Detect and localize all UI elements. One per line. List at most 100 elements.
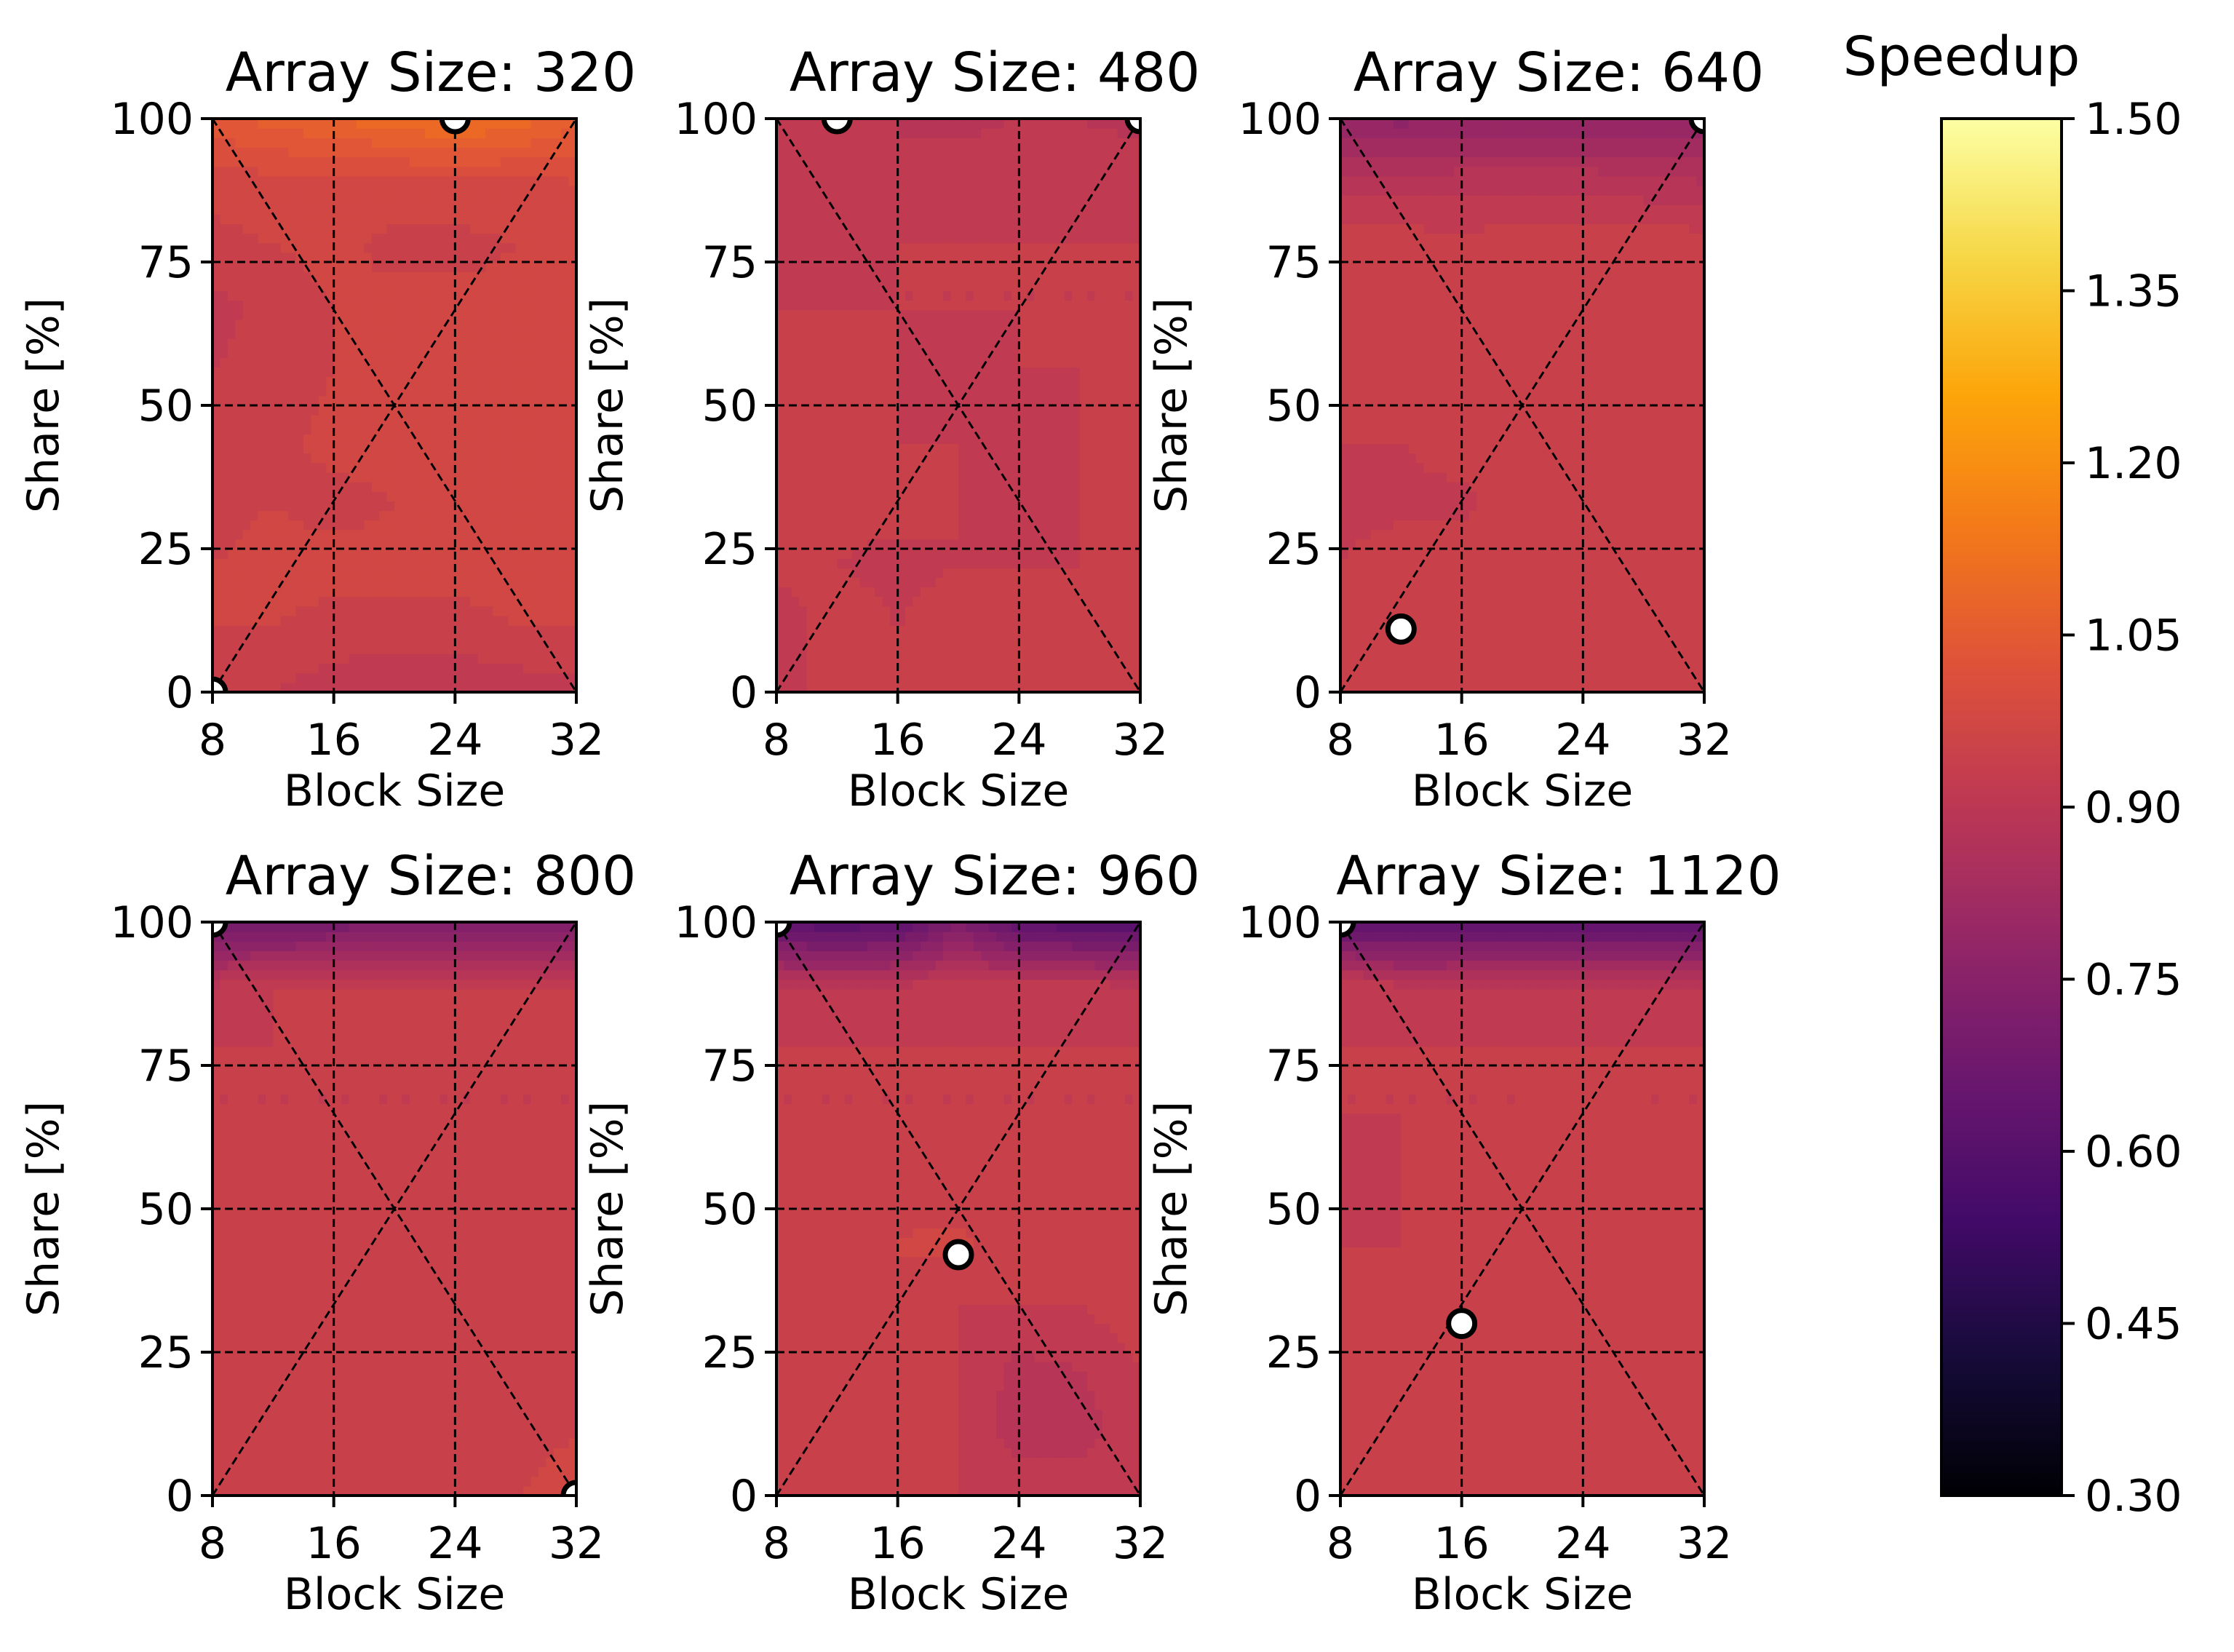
y-tick-label: 100 [1238, 94, 1321, 145]
colorbar-title: Speedup [1843, 25, 2080, 88]
diagonal-line [775, 921, 1142, 1496]
y-tick-label: 50 [138, 1184, 194, 1235]
colorbar-tick-label: 0.90 [2085, 782, 2182, 833]
y-tick-label: 25 [1266, 524, 1321, 575]
best-point-marker [212, 676, 228, 692]
grid-lines [1339, 118, 1706, 693]
y-tick-label: 50 [1266, 1184, 1321, 1235]
colorbar-gradient [1940, 117, 2063, 1497]
panel-title: Array Size: 320 [226, 41, 636, 104]
panel-title: Array Size: 480 [790, 41, 1200, 104]
x-tick-label: 8 [763, 715, 790, 766]
x-tick-label: 32 [1677, 715, 1732, 766]
x-tick-label: 24 [991, 715, 1046, 766]
y-tick-label: 50 [138, 381, 194, 432]
contour-field [776, 922, 1140, 1496]
colorbar-tick-label: 0.30 [2085, 1471, 2182, 1522]
y-tick-label: 0 [730, 667, 758, 718]
diagonal-line [1339, 921, 1706, 1496]
best-point-marker [1340, 922, 1356, 938]
y-tick-label: 100 [674, 897, 758, 948]
x-tick-label: 24 [1555, 1518, 1610, 1569]
x-tick-label: 16 [306, 1518, 361, 1569]
x-axis-label: Block Size [848, 766, 1070, 817]
contour-field [212, 119, 576, 692]
y-tick-label: 50 [1266, 381, 1321, 432]
x-tick-label: 16 [870, 715, 925, 766]
x-axis-label: Block Size [284, 1569, 506, 1620]
contour-panel: 8 16 24 32 0 25 50 75 100 Block Size Share [%] Arra… [1146, 41, 1764, 817]
x-tick-label: 8 [199, 1518, 226, 1569]
colorbar-tick-label: 1.05 [2085, 611, 2182, 662]
y-tick-label: 25 [1266, 1327, 1321, 1378]
x-axis-label: Block Size [1412, 766, 1634, 817]
y-tick-label: 75 [138, 1041, 194, 1092]
panel-title: Array Size: 800 [226, 845, 636, 908]
y-tick-label: 25 [138, 524, 194, 575]
x-axis-label: Block Size [1412, 1569, 1634, 1620]
y-tick-label: 0 [1294, 1471, 1321, 1522]
grid-lines [211, 921, 578, 1496]
best-point-marker [821, 119, 853, 135]
colorbar-tick-label: 0.60 [2085, 1127, 2182, 1178]
x-axis-label: Block Size [848, 1569, 1070, 1620]
contour-panel: 8 16 24 32 0 25 50 75 100 Block Size Share [%] Arra… [582, 41, 1200, 817]
x-tick-label: 16 [1434, 715, 1489, 766]
contour-field [1340, 119, 1704, 692]
x-tick-label: 16 [1434, 1518, 1489, 1569]
x-tick-label: 24 [427, 715, 482, 766]
grid-lines [775, 118, 1142, 693]
contour-panel: 8 16 24 32 0 25 50 75 100 Block Size Share [%] Arra… [1146, 845, 1781, 1620]
y-tick-label: 75 [138, 237, 194, 288]
best-point-marker [439, 119, 471, 135]
y-tick-label: 50 [702, 381, 758, 432]
best-point-marker [942, 1239, 974, 1271]
y-tick-label: 100 [1238, 897, 1321, 948]
best-point-marker [1688, 119, 1704, 135]
x-tick-label: 24 [1555, 715, 1610, 766]
colorbar-tick-label: 0.45 [2085, 1299, 2182, 1350]
best-point-marker [1446, 1308, 1478, 1340]
y-tick-label: 50 [702, 1184, 758, 1235]
x-tick-label: 16 [306, 715, 361, 766]
y-tick-label: 25 [702, 1327, 758, 1378]
y-tick-label: 25 [138, 1327, 194, 1378]
colorbar-tick-label: 1.50 [2085, 94, 2182, 145]
contour-field [776, 119, 1140, 692]
y-tick-label: 0 [166, 1471, 194, 1522]
contour-panel: 8 16 24 32 0 25 50 75 100 Block Size Share [%] Arra… [582, 845, 1200, 1620]
x-tick-label: 24 [991, 1518, 1046, 1569]
y-tick-label: 0 [1294, 667, 1321, 718]
best-point-marker [776, 922, 792, 938]
panel-title: Array Size: 640 [1353, 41, 1764, 104]
y-axis-label: Share [%] [18, 1101, 69, 1317]
x-tick-label: 32 [1677, 1518, 1732, 1569]
colorbar-tick-label: 0.75 [2085, 955, 2182, 1006]
diagonal-line [211, 118, 578, 693]
best-point-marker [1385, 613, 1417, 645]
contour-field [1340, 922, 1704, 1496]
y-axis-label: Share [%] [582, 1101, 633, 1317]
x-tick-label: 24 [427, 1518, 482, 1569]
x-tick-label: 8 [763, 1518, 790, 1569]
x-tick-label: 32 [1113, 715, 1168, 766]
diagonal-line [1339, 118, 1706, 693]
diagonal-line [775, 118, 1142, 693]
y-axis-label: Share [%] [582, 298, 633, 513]
contour-panel: 8 16 24 32 0 25 50 75 100 Block Size Share [%] Arra… [18, 845, 636, 1620]
x-tick-label: 16 [870, 1518, 925, 1569]
y-axis-label: Share [%] [1146, 1101, 1197, 1317]
y-tick-label: 0 [730, 1471, 758, 1522]
diagonal-line [211, 921, 578, 1496]
best-point-marker [212, 922, 228, 938]
colorbar-tick-label: 1.35 [2085, 266, 2182, 317]
y-tick-label: 75 [702, 237, 758, 288]
contour-panel: 8 16 24 32 0 25 50 75 100 Block Size Share [%] Arra… [18, 41, 636, 817]
panel-title: Array Size: 960 [790, 845, 1200, 908]
best-point-marker [560, 1480, 576, 1496]
grid-lines [211, 118, 578, 693]
y-tick-label: 100 [110, 897, 194, 948]
grid-lines [775, 921, 1142, 1496]
x-tick-label: 32 [549, 1518, 604, 1569]
y-tick-label: 100 [674, 94, 758, 145]
